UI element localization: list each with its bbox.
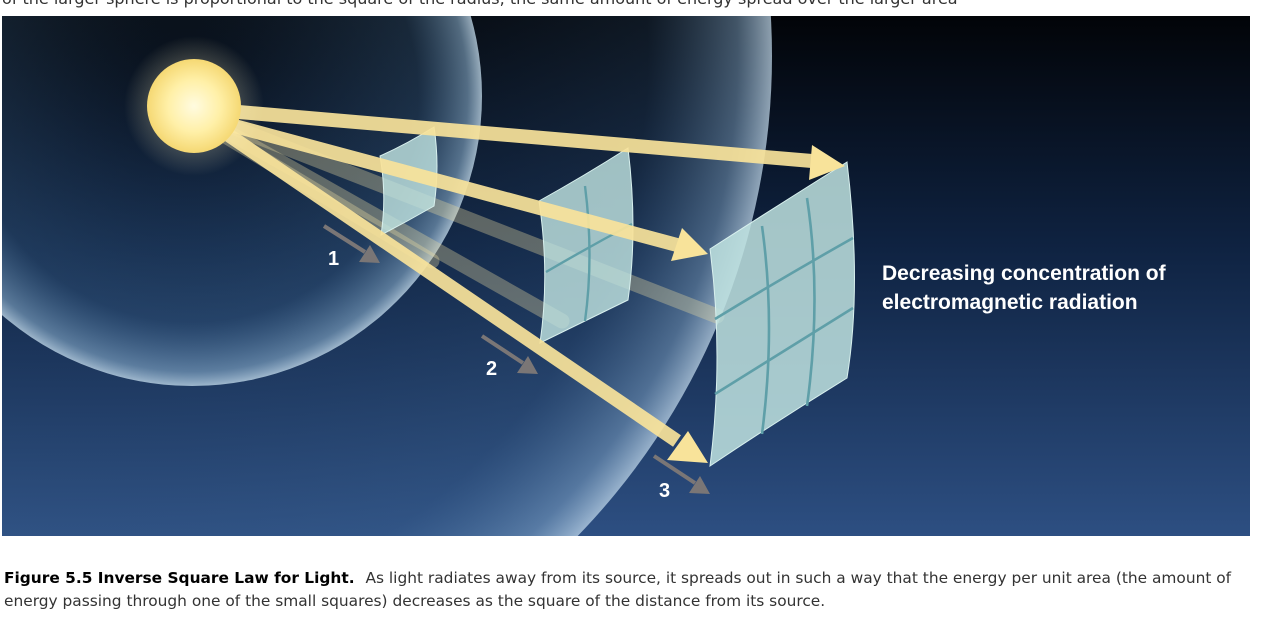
distance-arrows [322,224,710,494]
distance-label-1: 1 [328,248,339,270]
ray-shaft [223,128,681,447]
ray-to-top-corner [226,104,845,180]
area-panel-1 [379,126,438,236]
caption-text: As light radiates away from its source, … [4,569,1232,610]
previous-text-fragment: of the larger sphere is proportional to … [0,0,1266,10]
caption-title: Figure 5.5 Inverse Square Law for Light. [4,569,355,587]
light-source-icon [147,59,241,153]
arrow-head [359,245,380,263]
arrow-shaft [652,454,697,485]
side-label-line-1: Decreasing concentration of [882,262,1167,285]
distance-arrow-2 [480,334,538,374]
panel-3-grid [714,197,854,435]
ray-to-bottom-corner [223,128,708,463]
ray-shaft [225,117,679,252]
arrow-shaft [480,334,525,365]
faint-ray [209,113,725,324]
bright-light-rays [223,104,845,463]
grid-line [714,306,854,396]
inner-sphere [2,16,482,386]
area-panel-3 [709,161,855,468]
grid-line [714,236,854,321]
ray-to-middle-corner [225,117,708,261]
distance-label-2: 2 [486,358,497,380]
grid-line [760,225,771,435]
previous-text-line: of the larger sphere is proportional to … [2,0,958,8]
arrow-head [689,476,710,494]
grid-line [805,197,816,407]
distance-label-3: 3 [659,480,670,502]
grid-line [583,185,591,322]
ray-arrowhead [671,228,708,261]
inverse-square-law-diagram: 1 2 3 Decreasing concentration of electr… [2,16,1250,536]
inverse-square-law-figure: 1 2 3 Decreasing concentration of electr… [2,16,1250,536]
arrow-head [517,356,538,374]
ray-arrowhead [667,431,708,463]
distance-arrow-3 [652,454,710,494]
ray-arrowhead [809,145,845,180]
arrow-shaft [322,224,367,254]
distance-arrow-1 [322,224,380,263]
figure-caption: Figure 5.5 Inverse Square Law for Light.… [4,567,1254,613]
ray-shaft [226,104,813,168]
side-label-line-2: electromagnetic radiation [882,291,1138,314]
